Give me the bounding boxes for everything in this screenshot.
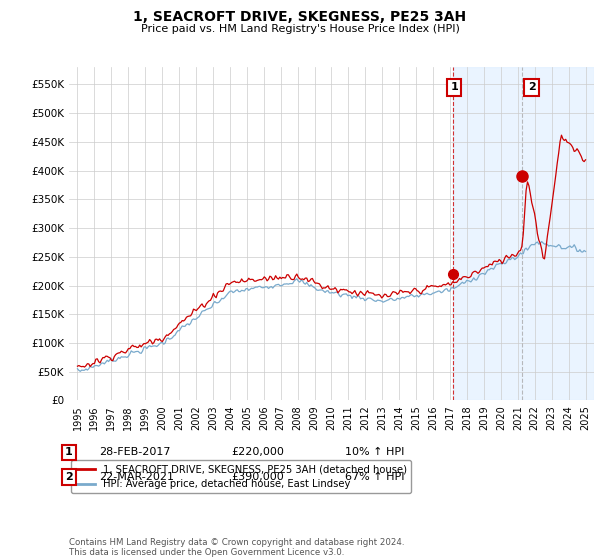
Bar [452,67,594,400]
Text: 1: 1 [451,82,458,92]
Text: 1: 1 [65,447,73,458]
Text: 67% ↑ HPI: 67% ↑ HPI [345,472,404,482]
Text: £390,000: £390,000 [231,472,284,482]
Text: Contains HM Land Registry data © Crown copyright and database right 2024.
This d: Contains HM Land Registry data © Crown c… [69,538,404,557]
Text: 10% ↑ HPI: 10% ↑ HPI [345,447,404,458]
Legend: 1, SEACROFT DRIVE, SKEGNESS, PE25 3AH (detached house), HPI: Average price, deta: 1, SEACROFT DRIVE, SKEGNESS, PE25 3AH (d… [71,460,412,493]
Text: 22-MAR-2021: 22-MAR-2021 [99,472,174,482]
Text: 1, SEACROFT DRIVE, SKEGNESS, PE25 3AH: 1, SEACROFT DRIVE, SKEGNESS, PE25 3AH [133,10,467,24]
Text: 2: 2 [528,82,536,92]
Text: 2: 2 [65,472,73,482]
Text: Price paid vs. HM Land Registry's House Price Index (HPI): Price paid vs. HM Land Registry's House … [140,24,460,34]
Text: £220,000: £220,000 [231,447,284,458]
Text: 28-FEB-2017: 28-FEB-2017 [99,447,170,458]
